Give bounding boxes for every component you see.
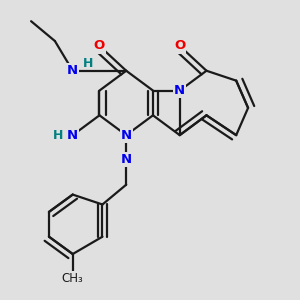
Text: CH₃: CH₃ [62, 272, 84, 285]
Text: N: N [67, 64, 78, 77]
Text: N: N [121, 129, 132, 142]
Text: N: N [121, 153, 132, 167]
Text: N: N [174, 84, 185, 97]
Text: H: H [53, 129, 63, 142]
Text: O: O [174, 40, 185, 52]
Text: N: N [67, 129, 78, 142]
Text: H: H [82, 57, 93, 70]
Text: O: O [94, 40, 105, 52]
